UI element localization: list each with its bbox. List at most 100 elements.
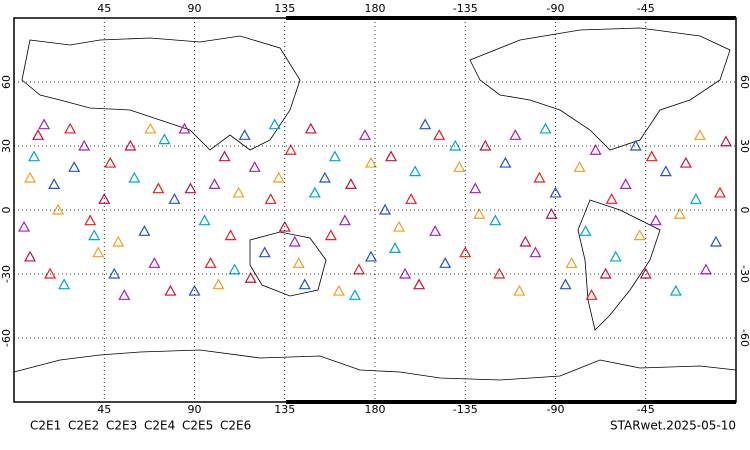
observation-marker bbox=[64, 122, 77, 134]
observation-marker bbox=[364, 156, 378, 168]
observation-marker bbox=[429, 225, 442, 236]
observation-marker bbox=[164, 284, 177, 296]
x-tick-label: 135 bbox=[274, 2, 295, 15]
observation-marker bbox=[328, 150, 341, 162]
x-tick-label: -90 bbox=[547, 2, 565, 15]
x-tick-label: -45 bbox=[637, 403, 655, 416]
x-tick-label: 45 bbox=[97, 2, 111, 15]
observation-marker bbox=[659, 165, 672, 177]
observation-marker bbox=[609, 250, 622, 262]
legend-entry: C2E3 bbox=[106, 419, 137, 433]
observation-marker bbox=[358, 129, 371, 140]
observation-marker bbox=[308, 186, 321, 198]
legend-entry: C2E5 bbox=[182, 419, 213, 433]
y-tick-label: -60 bbox=[738, 329, 750, 347]
observation-marker bbox=[509, 129, 522, 140]
observation-marker bbox=[68, 161, 81, 172]
observation-marker bbox=[709, 235, 722, 247]
observation-marker bbox=[589, 144, 602, 155]
observation-marker bbox=[649, 214, 662, 226]
observation-marker bbox=[379, 203, 392, 215]
observation-marker bbox=[168, 193, 181, 204]
observation-marker bbox=[84, 214, 97, 226]
x-tick-label: 45 bbox=[97, 403, 111, 416]
observation-marker bbox=[689, 193, 702, 204]
y-tick-label: 60 bbox=[0, 75, 13, 89]
observation-marker bbox=[258, 246, 271, 258]
observation-marker bbox=[44, 267, 57, 279]
observation-marker bbox=[344, 178, 357, 189]
observation-marker bbox=[104, 156, 117, 168]
observation-marker bbox=[619, 178, 632, 189]
y-tick-label: 60 bbox=[738, 75, 750, 89]
observation-marker bbox=[393, 220, 406, 232]
observation-marker bbox=[533, 171, 546, 183]
observation-marker bbox=[519, 235, 532, 247]
observation-marker bbox=[28, 150, 41, 162]
observation-marker bbox=[459, 246, 472, 258]
observation-marker bbox=[549, 186, 562, 198]
observation-marker bbox=[148, 257, 161, 268]
observation-marker bbox=[178, 122, 191, 134]
observation-marker bbox=[439, 257, 452, 268]
observation-marker bbox=[633, 229, 646, 241]
observation-marker bbox=[244, 272, 257, 283]
observation-marker bbox=[208, 178, 221, 189]
observation-marker bbox=[298, 278, 311, 290]
observation-marker bbox=[693, 129, 706, 140]
observation-marker bbox=[24, 250, 37, 262]
observation-marker bbox=[405, 193, 418, 204]
y-tick-label: 0 bbox=[738, 207, 750, 214]
observation-marker bbox=[413, 278, 426, 290]
frame-bar bbox=[286, 400, 736, 404]
observation-marker bbox=[385, 150, 398, 162]
frame-bar bbox=[286, 16, 736, 20]
observation-marker bbox=[144, 122, 157, 134]
observation-marker bbox=[539, 122, 552, 134]
observation-marker bbox=[124, 139, 137, 151]
observation-marker bbox=[52, 203, 65, 215]
observation-marker bbox=[499, 156, 512, 168]
observation-marker bbox=[348, 289, 361, 300]
observation-marker bbox=[224, 229, 237, 241]
legend-entry: C2E4 bbox=[144, 419, 175, 433]
observation-marker bbox=[673, 208, 686, 219]
observation-marker bbox=[232, 186, 245, 198]
observation-marker bbox=[152, 182, 165, 194]
observation-marker bbox=[645, 150, 658, 162]
x-tick-label: 180 bbox=[365, 2, 386, 15]
observation-marker bbox=[112, 235, 125, 247]
x-tick-label: 180 bbox=[365, 403, 386, 416]
observation-marker bbox=[204, 257, 217, 268]
observation-marker bbox=[479, 139, 492, 151]
observation-marker bbox=[278, 220, 291, 232]
observation-marker bbox=[352, 263, 365, 275]
date-stamp: STARwet.2025-05-10 bbox=[610, 419, 736, 433]
observation-marker bbox=[92, 246, 105, 258]
observation-marker bbox=[268, 118, 281, 130]
observation-marker bbox=[272, 171, 285, 183]
observation-marker bbox=[545, 208, 558, 219]
observation-marker bbox=[18, 220, 31, 232]
observation-marker bbox=[292, 257, 305, 268]
legend-entry: C2E1 bbox=[30, 419, 61, 433]
observation-marker bbox=[699, 263, 712, 275]
x-tick-label: -135 bbox=[453, 2, 478, 15]
observation-marker bbox=[324, 229, 337, 241]
observation-marker bbox=[579, 225, 592, 236]
observation-marker bbox=[559, 278, 572, 290]
observation-marker bbox=[184, 182, 197, 194]
observation-marker bbox=[364, 250, 378, 262]
x-tick-label: -45 bbox=[637, 2, 655, 15]
observation-marker bbox=[419, 118, 432, 130]
observation-marker bbox=[399, 267, 412, 279]
observation-marker bbox=[32, 129, 45, 140]
observation-marker bbox=[449, 139, 462, 151]
observation-marker bbox=[212, 278, 225, 290]
observation-marker bbox=[513, 284, 526, 296]
observation-marker bbox=[585, 289, 598, 300]
observation-marker bbox=[78, 139, 91, 151]
observation-marker bbox=[248, 161, 261, 172]
coastlines bbox=[13, 27, 737, 381]
